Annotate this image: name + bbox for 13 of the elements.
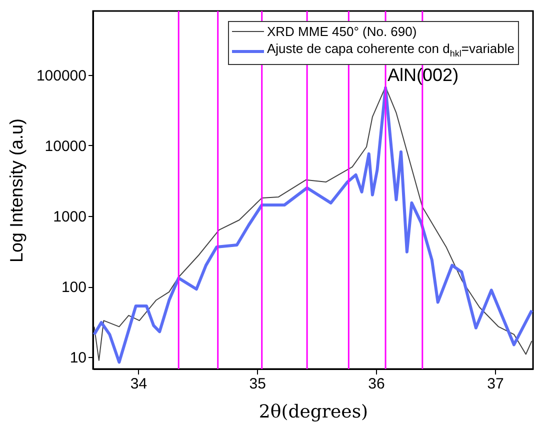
x-tick-label: 37 [487,376,504,392]
x-tick-label: 36 [368,376,385,392]
legend-label: XRD MME 450° (No. 690) [267,23,417,40]
y-tick-label: 1000 [53,208,86,226]
y-tick-label: 100000 [36,67,86,84]
x-tick-label: 35 [249,376,266,392]
y-axis-title: Log Intensity (a.u) [6,118,26,263]
x-axis-title: 2θ(degrees) [258,402,368,422]
legend-label: Ajuste de capa coherente con d$_{hkl}$=variable [267,40,514,61]
y-tick-label: 10000 [44,138,86,155]
x-tick-label: 34 [130,376,148,392]
y-tick-label: 10 [70,350,86,367]
y-tick-label: 100 [61,279,86,296]
